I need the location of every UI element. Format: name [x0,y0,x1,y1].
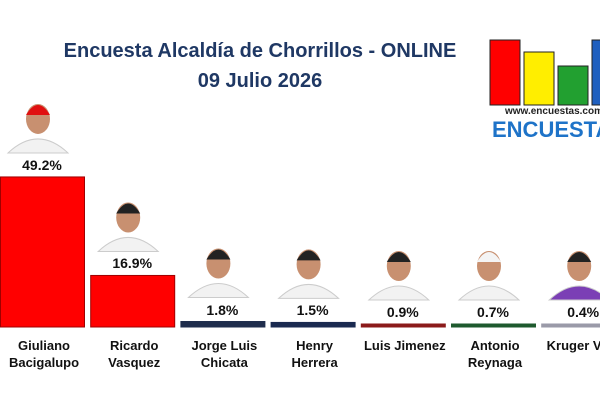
portrait-hair [206,249,231,260]
portrait-hair [26,104,50,115]
bar [270,321,356,328]
bar [451,323,536,328]
value-label: 0.9% [386,304,419,320]
logo-url: www.encuestas.com.pe [505,106,600,117]
portrait-body [457,285,521,301]
value-label: 1.8% [206,301,239,318]
portrait-body [547,285,600,301]
portrait-body [277,284,340,299]
chart-subtitle: 09 Julio 2026 [197,70,323,92]
value-label: 0.7% [477,304,509,320]
value-label: 16.9% [112,255,153,272]
x-tick-label: Antonio Reynaga [467,338,523,370]
portrait-body [6,138,70,154]
value-label: 1.5% [296,302,329,319]
portrait-hair [477,252,501,262]
portrait-hair [567,252,592,262]
x-tick-label: Kruger Vidal [546,338,600,353]
x-tick-label: Jorge Luis Chicata [191,338,258,370]
logo-bar [591,39,600,106]
portrait-body [187,283,250,299]
x-tick-label: Ricardo Vasquez [108,338,161,370]
value-label: 0.4% [567,304,600,320]
portrait-hair [296,250,321,261]
bar [360,323,446,328]
x-tick-label: Henry Herrera [291,338,338,370]
logo-bar [523,51,555,106]
portrait-body [367,285,431,301]
logo-bar [489,39,521,106]
portrait-body [96,237,160,252]
x-tick-label: Luis Jimenez [363,338,446,353]
portrait-hair [386,252,411,262]
logo-bar [557,65,589,106]
bar [0,176,85,328]
bar [180,321,266,328]
logo-name: ENCUESTAS [492,117,600,142]
logo-bars [489,39,600,106]
bar [90,274,176,328]
portrait-hair [116,203,141,214]
x-tick-label: Giuliano Bacigalupo [8,338,80,370]
value-label: 49.2% [22,156,62,173]
bar [541,323,600,328]
chart-title: Encuesta Alcaldía de Chorrillos - ONLINE [63,40,457,62]
